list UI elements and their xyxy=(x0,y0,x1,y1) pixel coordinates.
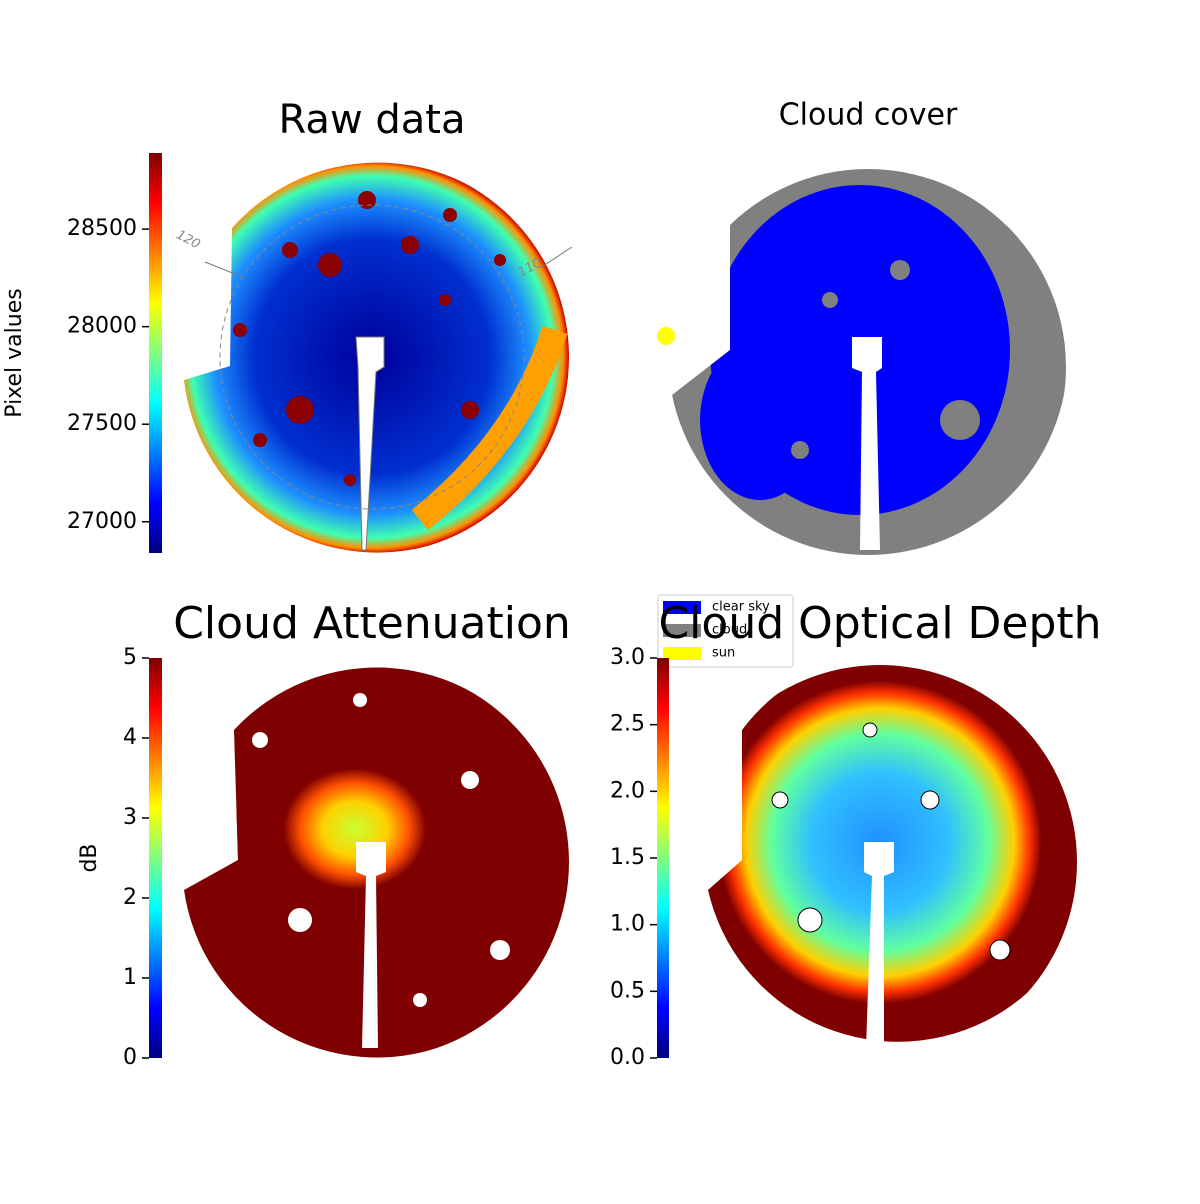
colorbar-tick-label: 0.5 xyxy=(610,978,645,1003)
colorbar-tick-label: 5 xyxy=(123,645,137,670)
mast xyxy=(852,337,882,550)
guide-line xyxy=(539,246,573,269)
mast xyxy=(864,842,894,1048)
legend-label: clear sky xyxy=(712,600,770,615)
guide-circle xyxy=(219,204,525,510)
colorbar-tick-label: 1.5 xyxy=(610,845,645,870)
angle-label: 120 xyxy=(174,228,203,253)
panel-title: Cloud Attenuation xyxy=(173,598,571,649)
panel-title: Raw data xyxy=(279,97,466,143)
mast xyxy=(355,336,385,551)
legend-swatch xyxy=(663,647,701,660)
colorbar-tick-label: 27500 xyxy=(67,411,137,436)
colorbar-tick-label: 2.0 xyxy=(610,778,645,803)
colorbar-tick-label: 3.0 xyxy=(610,645,645,670)
guide-line xyxy=(204,261,246,279)
colorbar xyxy=(149,658,162,1058)
colorbar-tick-label: 0.0 xyxy=(610,1045,645,1070)
colorbar-tick-label: 27000 xyxy=(67,509,137,534)
colorbar-tick-label: 1 xyxy=(123,965,137,990)
colorbar-tick-label: 28500 xyxy=(67,216,137,241)
legend-swatch xyxy=(663,624,701,637)
legend-swatch xyxy=(663,601,701,614)
colorbar-tick-label: 1.0 xyxy=(610,912,645,937)
legend-label: sun xyxy=(712,646,735,661)
panel-title: Cloud cover xyxy=(779,98,958,133)
colorbar-label: dB xyxy=(77,843,102,872)
mast xyxy=(356,842,386,1048)
colorbar-tick-label: 3 xyxy=(123,805,137,830)
colorbar xyxy=(149,153,162,553)
colorbar-tick-label: 4 xyxy=(123,725,137,750)
colorbar-label: Pixel values xyxy=(2,288,27,417)
colorbar-tick-label: 2 xyxy=(123,885,137,910)
colorbar xyxy=(657,658,669,1058)
colorbar-tick-label: 28000 xyxy=(67,314,137,339)
sun-marker xyxy=(657,327,675,345)
legend-label: cloud xyxy=(712,623,747,638)
colorbar-tick-label: 0 xyxy=(123,1045,137,1070)
panel-title: Cloud Optical Depth xyxy=(658,598,1101,649)
colorbar-tick-label: 2.5 xyxy=(610,712,645,737)
